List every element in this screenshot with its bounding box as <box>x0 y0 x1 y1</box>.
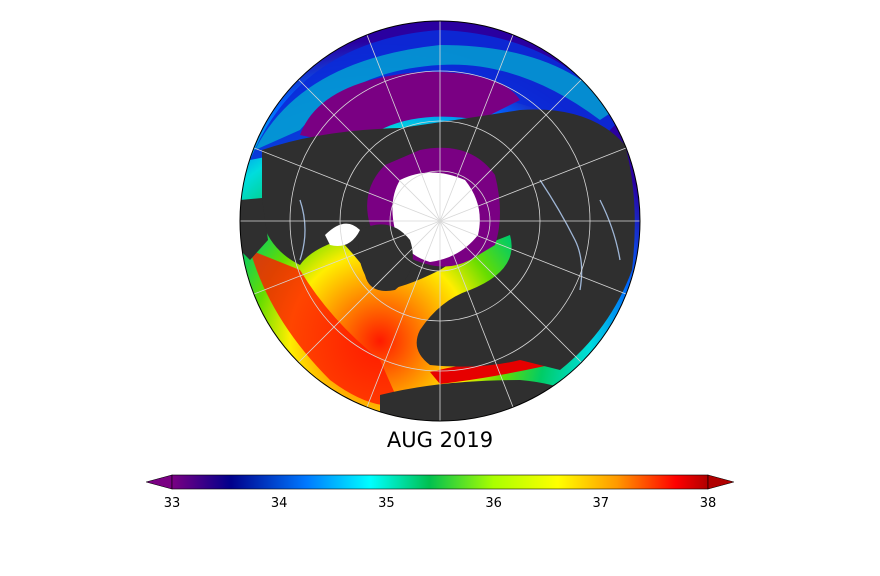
map-title: AUG 2019 <box>386 428 494 452</box>
colorbar-tick-label: 37 <box>592 496 610 511</box>
colorbar-tick-label: 36 <box>485 496 502 511</box>
globe-outline <box>239 20 641 422</box>
colorbar-gradient <box>171 474 709 490</box>
land-greenland <box>358 224 413 291</box>
colorbar-tick-label: 38 <box>699 496 717 511</box>
graticule <box>240 21 640 421</box>
colorbar-extend-low <box>146 474 173 490</box>
river-2 <box>299 199 306 261</box>
river-3 <box>599 199 621 261</box>
ice-patch <box>325 223 360 246</box>
mediterranean <box>430 356 545 384</box>
atlantic-high-salinity <box>250 250 400 406</box>
north-pacific-cyan <box>255 45 615 150</box>
bering-low-salinity <box>300 71 520 139</box>
colorbar-extend-high <box>707 474 734 490</box>
colorbar-tick-label: 34 <box>270 496 288 511</box>
globe <box>240 21 640 421</box>
colorbar <box>146 474 734 490</box>
river-1 <box>539 179 583 291</box>
colorbar-tick-label: 33 <box>163 496 181 511</box>
colorbar-tick-label: 35 <box>378 496 395 511</box>
land-west-edge <box>240 198 268 260</box>
